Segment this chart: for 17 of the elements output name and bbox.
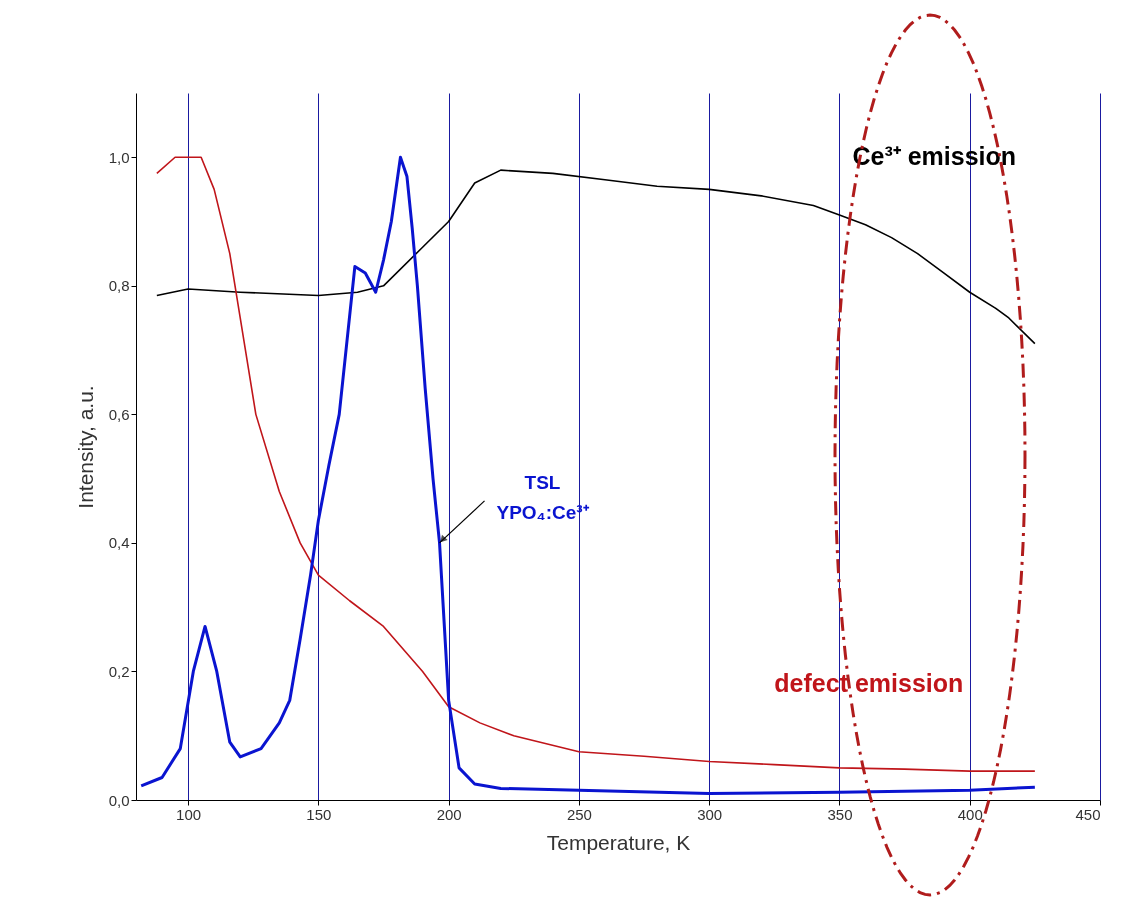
x-tick-label: 100 <box>176 805 202 823</box>
x-tick-label: 150 <box>306 805 332 823</box>
x-axis-title: Temperature, K <box>546 830 691 854</box>
x-tick-label: 350 <box>827 805 853 823</box>
x-tick-label: 400 <box>957 805 983 823</box>
y-tick-label: 0,8 <box>108 277 130 295</box>
y-axis-title: Intensity, a.u. <box>73 385 97 509</box>
x-tick-label: 450 <box>1075 805 1101 823</box>
line-series <box>156 169 1036 345</box>
y-tick-label: 0,6 <box>108 405 130 423</box>
y-tick-label: 0,2 <box>108 662 130 680</box>
y-tick-label: 1,0 <box>108 148 130 166</box>
x-tick-label: 250 <box>566 805 592 823</box>
x-tick-label: 300 <box>697 805 723 823</box>
x-tick-label: 200 <box>436 805 462 823</box>
y-tick-label: 0,0 <box>108 791 130 809</box>
y-tick-label: 0,4 <box>108 534 130 552</box>
